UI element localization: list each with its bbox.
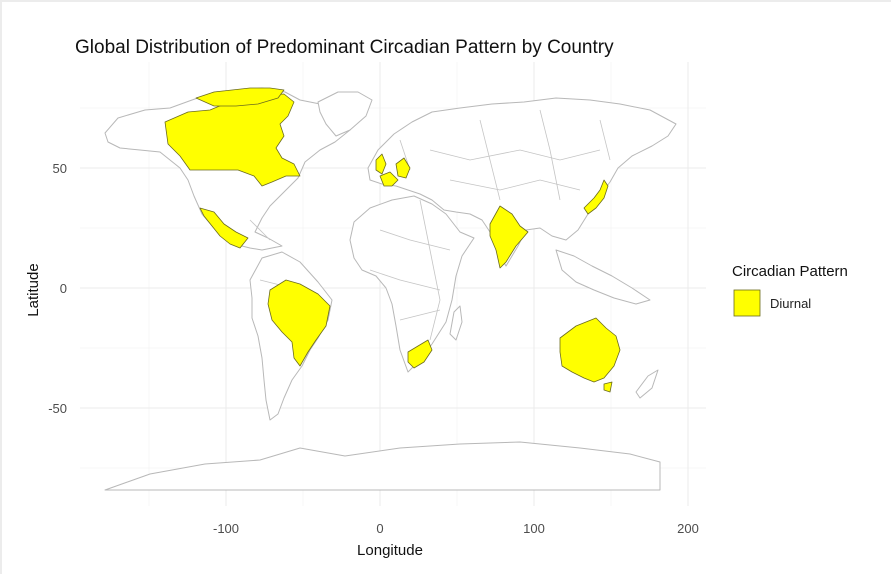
country-germany[interactable] xyxy=(395,157,411,179)
window-top-edge xyxy=(0,0,891,2)
land-greenland xyxy=(317,91,373,137)
land-new-zealand xyxy=(635,369,659,399)
country-mexico[interactable] xyxy=(199,207,249,249)
y-tick-label: -50 xyxy=(48,401,67,416)
x-axis-title: Longitude xyxy=(357,542,423,559)
land-southeast-asia xyxy=(555,249,651,305)
land-africa xyxy=(349,195,475,373)
land-eurasia xyxy=(367,97,677,267)
highlighted-countries xyxy=(164,87,621,393)
x-tick-label: 0 xyxy=(376,521,383,536)
y-axis-title: Latitude xyxy=(25,263,42,316)
country-india[interactable] xyxy=(489,205,529,269)
country-brazil[interactable] xyxy=(267,279,331,367)
x-tick-label: -100 xyxy=(213,521,239,536)
x-axis-ticks: -100 0 100 200 xyxy=(213,521,699,536)
country-canada-islands[interactable] xyxy=(195,87,285,107)
country-south-africa[interactable] xyxy=(407,339,433,369)
legend-swatch-diurnal xyxy=(733,289,761,317)
chart-title: Global Distribution of Predominant Circa… xyxy=(75,37,614,58)
country-australia-tasmania[interactable] xyxy=(603,381,613,393)
country-france[interactable] xyxy=(379,171,399,187)
country-australia[interactable] xyxy=(559,317,621,383)
legend-title: Circadian Pattern xyxy=(732,263,848,280)
window-left-edge xyxy=(0,0,2,574)
country-united-kingdom[interactable] xyxy=(375,153,387,175)
land-antarctica xyxy=(104,441,661,491)
y-axis-ticks: 50 0 -50 xyxy=(48,161,67,416)
y-tick-label: 50 xyxy=(53,161,67,176)
land-madagascar xyxy=(449,305,463,341)
y-tick-label: 0 xyxy=(60,281,67,296)
x-tick-label: 200 xyxy=(677,521,699,536)
x-tick-label: 100 xyxy=(523,521,545,536)
legend: Circadian Pattern Diurnal xyxy=(732,263,848,317)
country-japan[interactable] xyxy=(583,179,609,215)
legend-label-diurnal: Diurnal xyxy=(770,296,811,311)
